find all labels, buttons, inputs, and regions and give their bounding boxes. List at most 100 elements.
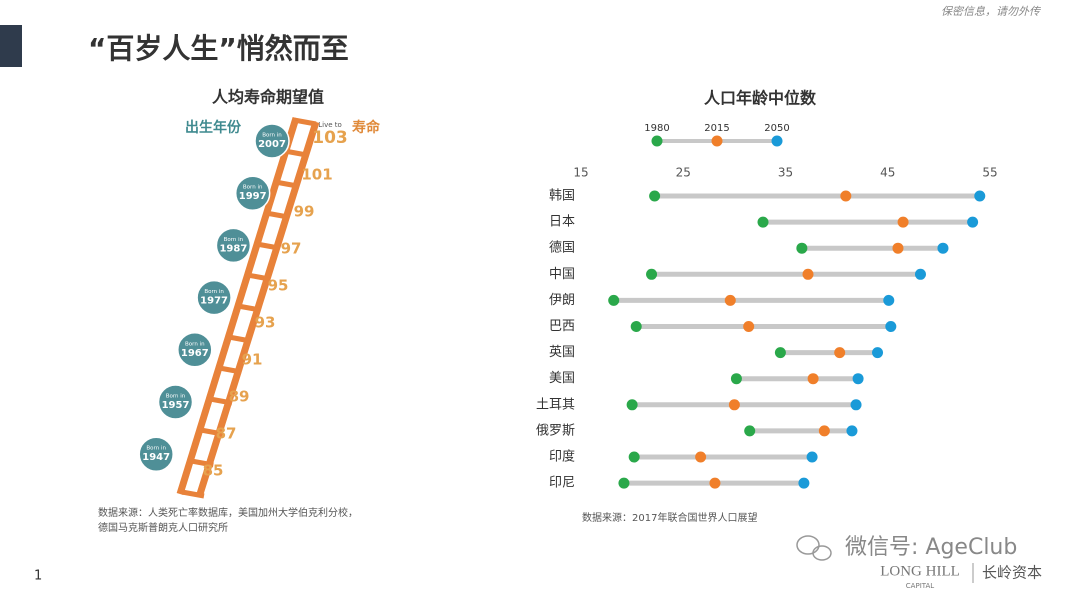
dot (709, 477, 721, 489)
wechat-icon (796, 535, 832, 561)
y-tick-label: 美国 (549, 371, 575, 386)
born-label: Born in (146, 446, 166, 452)
dot (730, 373, 742, 385)
y-tick-label: 英国 (549, 345, 575, 360)
birth-year: 1957 (162, 400, 190, 411)
dot (967, 216, 979, 228)
ladder-rung (181, 489, 205, 499)
dot (774, 347, 786, 359)
age-label: 103 (312, 128, 348, 148)
dot (883, 294, 895, 306)
dot (834, 347, 846, 359)
ladder-source: 数据来源：人类死亡率数据库，美国加州大学伯克利分校， (98, 506, 358, 519)
born-label: Born in (185, 341, 205, 347)
legend-label: 2050 (764, 123, 789, 134)
dot (892, 242, 904, 254)
dot (796, 242, 808, 254)
y-tick-label: 中国 (549, 267, 575, 282)
age-label: 85 (203, 462, 224, 480)
age-label: 95 (268, 277, 289, 295)
y-tick-label: 俄罗斯 (536, 423, 575, 438)
dot (807, 373, 819, 385)
logo: LONG HILL (880, 563, 960, 579)
birth-year: 1967 (181, 348, 209, 359)
age-label: 87 (216, 425, 237, 443)
dot (728, 399, 740, 411)
dot (724, 294, 736, 306)
age-label: 101 (301, 166, 332, 184)
x-tick-label: 35 (778, 166, 793, 180)
x-tick-label: 45 (880, 166, 895, 180)
dot (618, 477, 630, 489)
y-tick-label: 日本 (549, 215, 575, 230)
dot (695, 451, 707, 463)
company: 长岭资本 (982, 564, 1042, 582)
dot (846, 425, 858, 437)
birth-year: 1987 (219, 243, 247, 254)
y-tick-label: 巴西 (549, 319, 575, 334)
birth-circle (157, 384, 194, 420)
dot (897, 216, 909, 228)
x-tick-label: 55 (982, 166, 997, 180)
y-tick-label: 印度 (549, 449, 575, 465)
notice: 保密信息，请勿外传 (941, 5, 1041, 18)
ladder-rail (196, 120, 320, 496)
dot (798, 477, 810, 489)
y-tick-label: 伊朗 (549, 293, 575, 308)
legend-dot (711, 135, 723, 147)
age-label: 89 (229, 388, 250, 406)
y-tick-label: 土耳其 (536, 397, 575, 412)
birth-circle (215, 227, 252, 264)
legend-label: 2015 (704, 123, 729, 134)
dot (743, 321, 755, 332)
dumbbell-chart: 15 25 35 45 55 1980 2015 2050 韩国日本德国中国伊朗巴西英国美国土耳… (536, 123, 998, 491)
chart-title: 人口年龄中位数 (704, 89, 817, 108)
logo-sub: CAPITAL (906, 582, 934, 590)
dot (850, 399, 862, 411)
birth-circle (196, 279, 232, 316)
dot (757, 216, 769, 228)
birth-circle (234, 175, 271, 211)
birth-year: 1947 (142, 452, 170, 463)
watermark: 微信号: AgeClub (845, 535, 1017, 560)
legend-dot (771, 135, 783, 147)
dot (885, 321, 897, 332)
ladder-left-label: 出生年份 (185, 119, 242, 136)
dot (626, 399, 638, 411)
legend-label: 1980 (644, 123, 669, 134)
dot (628, 451, 640, 463)
dot (806, 451, 818, 463)
title-tab (0, 25, 22, 67)
born-label: Born in (204, 289, 224, 295)
birth-year: 1977 (200, 296, 228, 307)
dot (608, 294, 620, 306)
slide-title: “百岁人生”悄然而至 (88, 32, 349, 65)
dot (802, 268, 814, 280)
birth-circle (138, 436, 174, 472)
age-label: 97 (281, 240, 302, 258)
legend-dot (651, 135, 663, 147)
x-tick-label: 15 (573, 166, 588, 180)
ladder-title: 人均寿命期望值 (212, 88, 324, 107)
age-label: 99 (294, 203, 315, 221)
live-label: Live to (318, 121, 342, 129)
y-tick-label: 德国 (549, 241, 575, 256)
dot (872, 347, 884, 359)
x-tick-label: 25 (676, 166, 691, 180)
dot (914, 268, 926, 280)
ladder-rail (176, 116, 300, 496)
ladder-source: 德国马克斯普朗克人口研究所 (98, 521, 228, 534)
born-label: Born in (262, 133, 282, 139)
dot (630, 321, 642, 332)
born-label: Born in (224, 237, 244, 243)
born-label: Born in (243, 185, 263, 191)
born-label: Born in (166, 394, 186, 400)
dot (818, 425, 830, 437)
dot (937, 242, 949, 254)
age-label: 93 (255, 314, 276, 332)
dot (646, 268, 658, 280)
age-label: 91 (242, 351, 263, 369)
dot (840, 190, 852, 202)
